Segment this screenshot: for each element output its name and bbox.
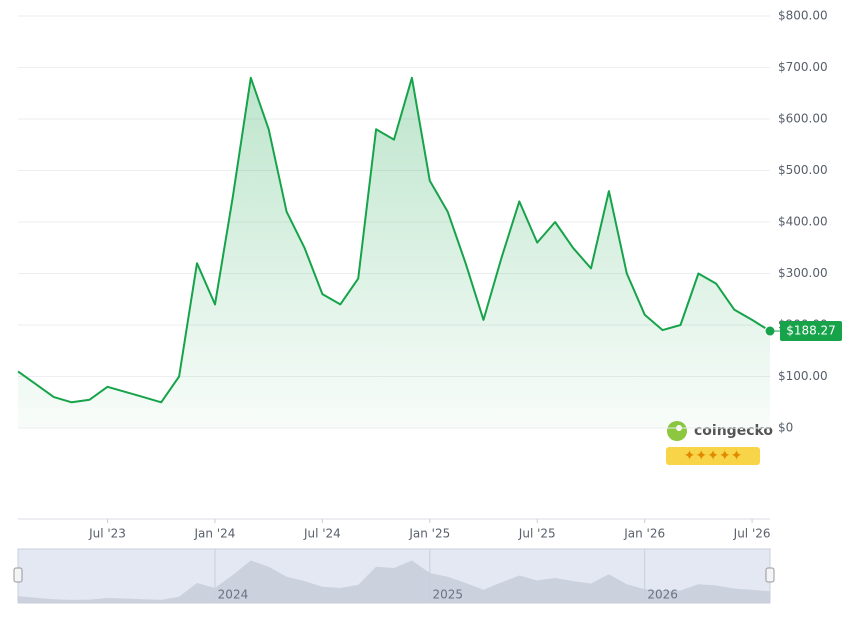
- x-tick-label: Jan '26: [623, 527, 665, 541]
- watermark: coingecko ✦✦✦✦✦: [666, 421, 773, 465]
- price-tag: [780, 321, 842, 342]
- navigator-handle[interactable]: [13, 567, 23, 583]
- y-tick-label: $700.00: [778, 60, 828, 74]
- x-tick-label: Jan '24: [194, 527, 236, 541]
- svg-text:✦✦✦✦✦: ✦✦✦✦✦: [684, 448, 743, 464]
- navigator-area: [18, 560, 770, 603]
- area: [18, 77, 770, 429]
- price-tag-label: $188.27: [786, 324, 836, 338]
- navigator-handle[interactable]: [765, 567, 775, 583]
- y-tick-label: $600.00: [778, 112, 828, 126]
- x-tick-label: Jul '24: [303, 527, 341, 541]
- y-tick-label: $500.00: [778, 163, 828, 177]
- y-tick-label: $800.00: [778, 9, 828, 23]
- x-tick-label: Jul '25: [518, 527, 556, 541]
- navigator-label: 2024: [218, 588, 249, 602]
- y-tick-label: $100.00: [778, 369, 828, 383]
- y-tick-label: $0: [778, 421, 793, 435]
- price-line: [17, 76, 771, 404]
- navigator-label: 2025: [433, 588, 464, 602]
- navigator-label: 2026: [647, 588, 678, 602]
- x-tick-label: Jan '25: [408, 527, 450, 541]
- x-tick-label: Jul '26: [733, 527, 771, 541]
- y-tick-label: $400.00: [778, 215, 828, 229]
- y-tick-label: $300.00: [778, 266, 828, 280]
- x-tick-label: Jul '23: [88, 527, 126, 541]
